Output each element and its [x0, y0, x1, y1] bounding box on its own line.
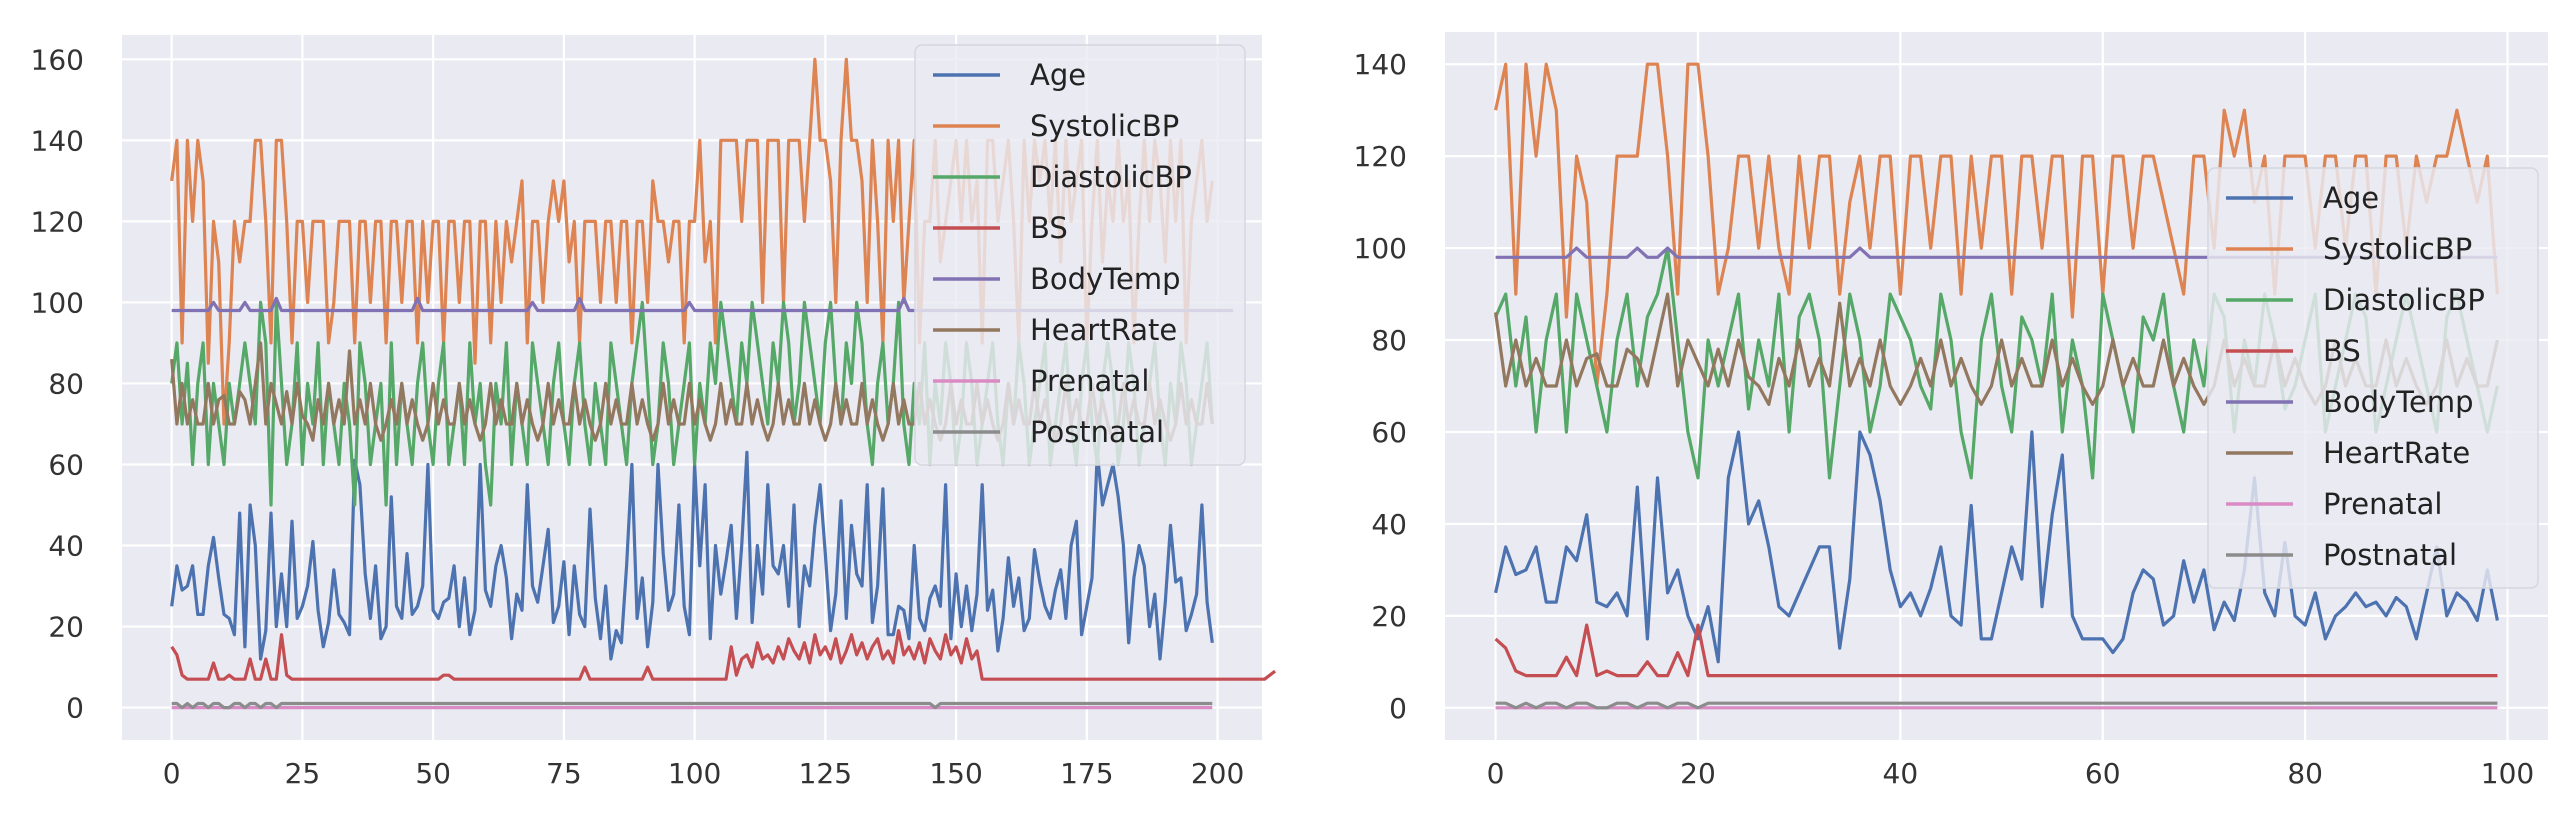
- y-tick-label: 160: [31, 43, 84, 76]
- chart-left: 0 25 50 75 100 125 150 175 200 0 20 40 60 80 100 120 140…: [31, 35, 1277, 790]
- y-tick-label: 100: [31, 286, 84, 319]
- y-tick-label: 80: [1371, 324, 1407, 357]
- y-tick-label: 0: [1389, 692, 1407, 725]
- y-tick-label: 40: [1371, 508, 1407, 541]
- legend-label-prenatal: Prenatal: [1030, 364, 1149, 398]
- legend-label-postnatal: Postnatal: [2323, 538, 2457, 572]
- x-tick-label: 25: [285, 757, 321, 790]
- legend-label-diastolicbp: DiastolicBP: [1030, 160, 1192, 194]
- y-tick-label: 0: [66, 692, 84, 725]
- x-tick-label: 20: [1680, 757, 1716, 790]
- y-tick-label: 120: [31, 205, 84, 238]
- y-tick-label: 60: [1371, 416, 1407, 449]
- series-line-postnatal: [1495, 701, 2498, 710]
- legend-label-systolicbp: SystolicBP: [2323, 232, 2472, 266]
- legend: Age SystolicBP DiastolicBP BS BodyTemp HeartR…: [914, 44, 1246, 466]
- legend-label-bs: BS: [1030, 211, 1068, 245]
- legend: Age SystolicBP DiastolicBP BS BodyTemp HeartR…: [2207, 167, 2539, 589]
- y-tick-label: 140: [31, 124, 84, 157]
- y-tick-label: 120: [1354, 140, 1407, 173]
- x-tick-label: 100: [2481, 757, 2534, 790]
- x-tick-label: 125: [799, 757, 852, 790]
- x-tick-label: 0: [163, 757, 181, 790]
- legend-label-heartrate: HeartRate: [1030, 313, 1177, 347]
- x-tick-label: 150: [929, 757, 982, 790]
- x-tick-label: 40: [1883, 757, 1919, 790]
- x-tick-label: 50: [415, 757, 451, 790]
- y-tick-label: 20: [1371, 600, 1407, 633]
- y-tick-label: 100: [1354, 232, 1407, 265]
- x-tick-label: 75: [546, 757, 582, 790]
- legend-label-diastolicbp: DiastolicBP: [2323, 283, 2485, 317]
- legend-frame: [2207, 167, 2539, 589]
- x-tick-label: 175: [1060, 757, 1113, 790]
- legend-label-heartrate: HeartRate: [2323, 436, 2470, 470]
- legend-label-age: Age: [2323, 181, 2379, 215]
- series-line-systolicbp: [1494, 62, 2499, 388]
- legend-label-age: Age: [1030, 58, 1086, 92]
- series-line-age: [1494, 430, 2499, 664]
- legend-label-prenatal: Prenatal: [2323, 487, 2442, 521]
- legend-label-bodytemp: BodyTemp: [1030, 262, 1181, 296]
- legend-label-postnatal: Postnatal: [1030, 415, 1164, 449]
- x-tick-label: 200: [1191, 757, 1244, 790]
- legend-frame: [914, 44, 1246, 466]
- y-tick-label: 80: [48, 367, 84, 400]
- y-tick-label: 20: [48, 611, 84, 644]
- y-tick-label: 140: [1354, 48, 1407, 81]
- x-tick-label: 60: [2085, 757, 2121, 790]
- chart-right: 0 20 40 60 80 100 0 20 40 60 80 100 120 140 Age Systoli…: [1354, 32, 2548, 790]
- y-tick-label: 60: [48, 448, 84, 481]
- y-tick-label: 40: [48, 530, 84, 563]
- legend-label-systolicbp: SystolicBP: [1030, 109, 1179, 143]
- series-line-bs: [1494, 623, 2498, 678]
- x-tick-label: 0: [1487, 757, 1505, 790]
- series-line-age: [170, 450, 1214, 661]
- x-tick-label: 100: [668, 757, 721, 790]
- series-line-postnatal: [171, 701, 1213, 710]
- x-tick-label: 80: [2287, 757, 2323, 790]
- legend-label-bodytemp: BodyTemp: [2323, 385, 2474, 419]
- legend-label-bs: BS: [2323, 334, 2361, 368]
- series-line-bs: [170, 628, 1277, 681]
